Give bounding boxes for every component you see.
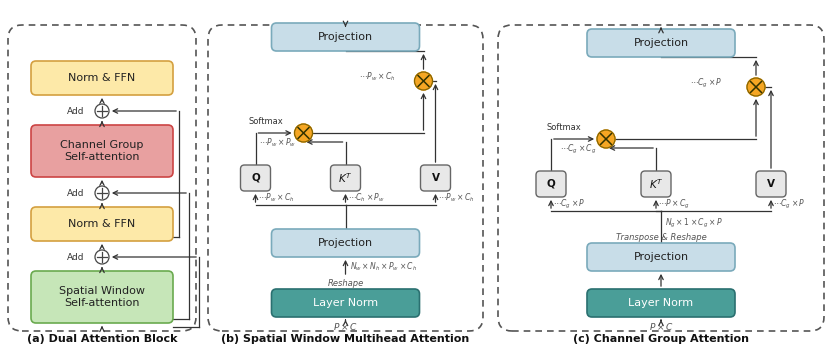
Circle shape (95, 250, 109, 264)
Text: V: V (432, 173, 439, 183)
Text: $P \times C$: $P \times C$ (649, 322, 673, 333)
FancyBboxPatch shape (587, 29, 735, 57)
Text: Norm & FFN: Norm & FFN (68, 219, 136, 229)
Text: Q: Q (251, 173, 260, 183)
Text: Q: Q (547, 179, 556, 189)
Text: Add: Add (67, 107, 84, 115)
Text: $\cdots C_g \times C_g$: $\cdots C_g \times C_g$ (560, 143, 597, 156)
Text: Spatial Window
Self-attention: Spatial Window Self-attention (59, 286, 145, 308)
Text: Transpose & Reshape: Transpose & Reshape (616, 233, 706, 241)
Text: $\cdots C_g \times P$: $\cdots C_g \times P$ (690, 77, 722, 90)
Text: Add: Add (67, 189, 84, 197)
Text: $\cdots P_w \times C_h$: $\cdots P_w \times C_h$ (438, 192, 474, 204)
Text: $K^T$: $K^T$ (649, 177, 663, 191)
Text: Layer Norm: Layer Norm (628, 298, 694, 308)
Text: $\cdots C_h \times P_w$: $\cdots C_h \times P_w$ (348, 192, 384, 204)
FancyBboxPatch shape (420, 165, 450, 191)
Circle shape (95, 104, 109, 118)
Text: (a) Dual Attention Block: (a) Dual Attention Block (27, 334, 177, 344)
FancyBboxPatch shape (641, 171, 671, 197)
Text: $\cdots C_g \times P$: $\cdots C_g \times P$ (553, 197, 586, 210)
Text: Layer Norm: Layer Norm (313, 298, 378, 308)
Circle shape (295, 124, 313, 142)
Text: $\cdots C_g \times P$: $\cdots C_g \times P$ (773, 197, 805, 210)
Circle shape (414, 72, 433, 90)
Circle shape (95, 186, 109, 200)
Text: (b) Spatial Window Multihead Attention: (b) Spatial Window Multihead Attention (221, 334, 469, 344)
FancyBboxPatch shape (587, 289, 735, 317)
Circle shape (597, 130, 615, 148)
Text: $K^T$: $K^T$ (339, 171, 353, 185)
FancyBboxPatch shape (271, 289, 419, 317)
FancyBboxPatch shape (330, 165, 360, 191)
FancyBboxPatch shape (271, 23, 419, 51)
Text: $\cdots P_w \times C_h$: $\cdots P_w \times C_h$ (257, 192, 294, 204)
FancyBboxPatch shape (31, 271, 173, 323)
Text: Projection: Projection (633, 252, 689, 262)
Text: Add: Add (67, 252, 84, 262)
Text: (c) Channel Group Attention: (c) Channel Group Attention (573, 334, 749, 344)
Text: Softmax: Softmax (248, 116, 283, 126)
FancyBboxPatch shape (271, 229, 419, 257)
Text: Softmax: Softmax (547, 122, 582, 132)
FancyBboxPatch shape (240, 165, 270, 191)
FancyBboxPatch shape (756, 171, 786, 197)
Text: Channel Group
Self-attention: Channel Group Self-attention (60, 140, 144, 162)
Text: V: V (767, 179, 775, 189)
FancyBboxPatch shape (31, 207, 173, 241)
FancyBboxPatch shape (31, 61, 173, 95)
Text: Projection: Projection (633, 38, 689, 48)
Text: $\cdots P_w \times C_h$: $\cdots P_w \times C_h$ (359, 71, 396, 83)
FancyBboxPatch shape (31, 125, 173, 177)
Text: Projection: Projection (318, 238, 373, 248)
Circle shape (747, 78, 765, 96)
Text: $N_w \times N_h \times P_w \times C_h$: $N_w \times N_h \times P_w \times C_h$ (349, 261, 417, 273)
Text: $P \times C$: $P \times C$ (333, 322, 358, 333)
Text: $\cdots P \times C_g$: $\cdots P \times C_g$ (658, 197, 690, 210)
FancyBboxPatch shape (536, 171, 566, 197)
Text: Norm & FFN: Norm & FFN (68, 73, 136, 83)
Text: Projection: Projection (318, 32, 373, 42)
Text: $\cdots P_w \times P_w$: $\cdots P_w \times P_w$ (259, 137, 296, 149)
Text: Reshape: Reshape (327, 279, 364, 287)
FancyBboxPatch shape (587, 243, 735, 271)
Text: $N_g \times 1 \times C_g \times P$: $N_g \times 1 \times C_g \times P$ (665, 216, 723, 229)
